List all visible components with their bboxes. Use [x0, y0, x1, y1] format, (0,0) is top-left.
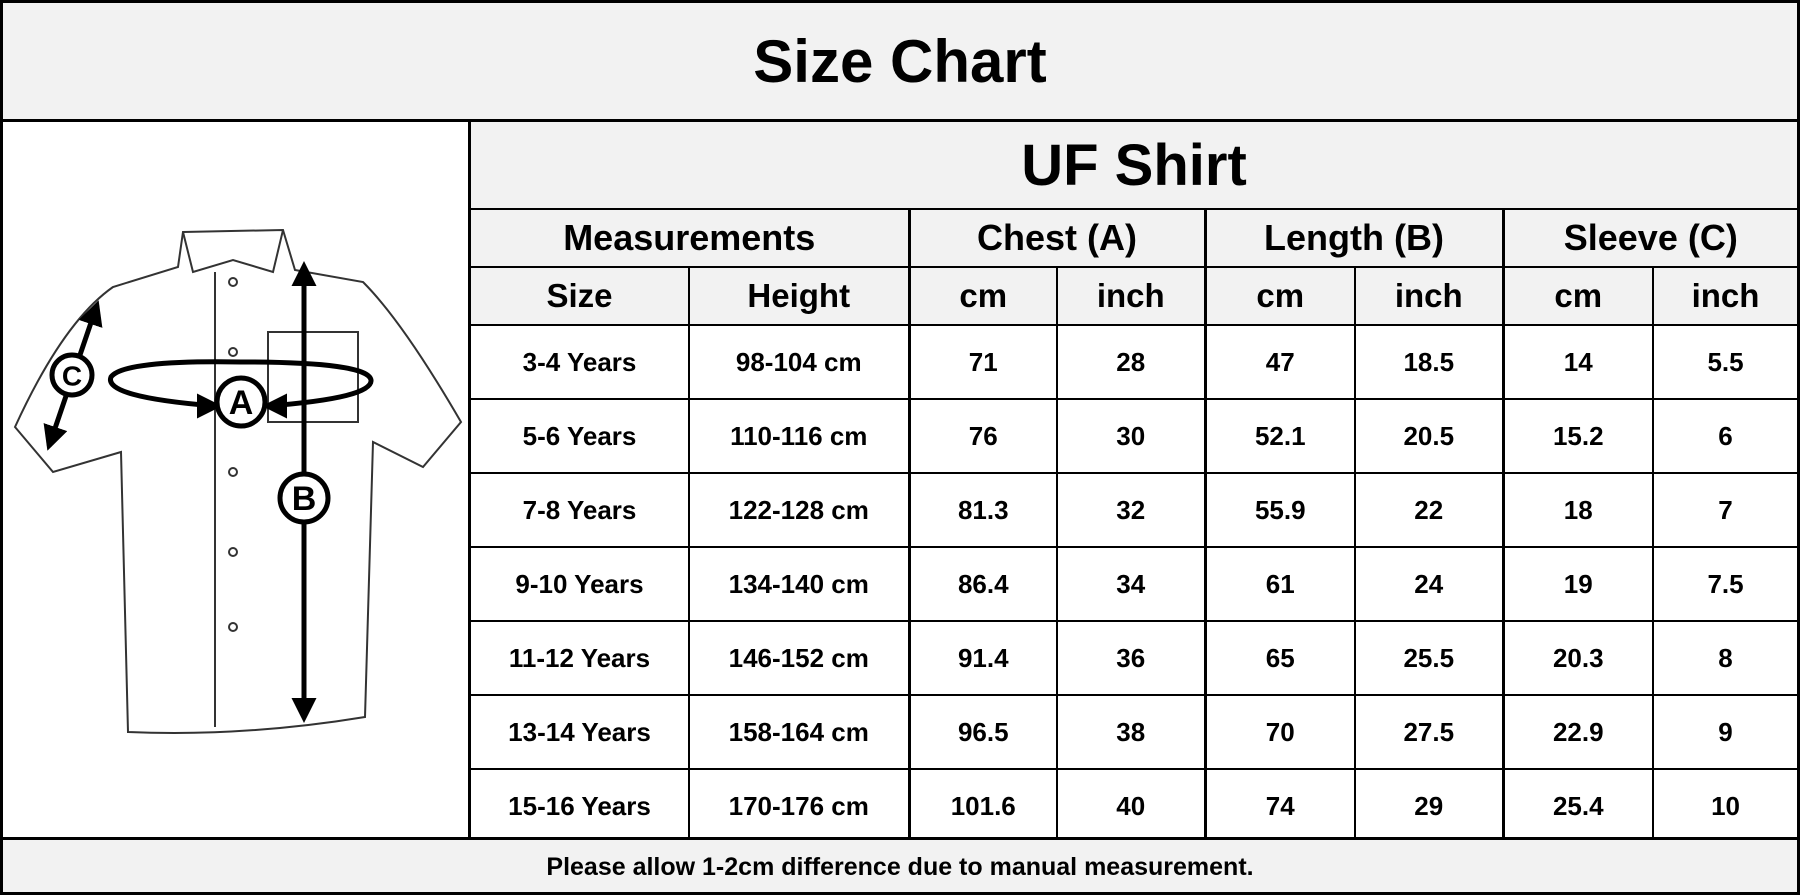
data-row: 7-8 Years 122-128 cm 81.3 32 55.9 22 18 7	[471, 472, 1797, 548]
data-cell: 18	[1501, 472, 1654, 548]
group-header: Sleeve (C)	[1501, 208, 1797, 268]
data-cell: 47	[1203, 324, 1356, 400]
data-cell: 5.5	[1651, 324, 1797, 400]
column-header: Size	[471, 266, 690, 326]
group-header: Chest (A)	[907, 208, 1206, 268]
column-header: cm	[1203, 266, 1356, 326]
data-row: 11-12 Years 146-152 cm 91.4 36 65 25.5 20.3 8	[471, 620, 1797, 696]
data-cell: 25.4	[1501, 768, 1654, 842]
data-row: 13-14 Years 158-164 cm 96.5 38 70 27.5 22.9 9	[471, 694, 1797, 770]
column-header-row: Size Height cm inch cm inch cm inch	[471, 266, 1797, 326]
data-cell: 110-116 cm	[688, 398, 910, 474]
data-cell: 9-10 Years	[471, 546, 690, 622]
data-cell: 19	[1501, 546, 1654, 622]
data-cell: 15-16 Years	[471, 768, 690, 842]
data-cell: 28	[1056, 324, 1206, 400]
data-row: 5-6 Years 110-116 cm 76 30 52.1 20.5 15.2 6	[471, 398, 1797, 474]
data-cell: 24	[1354, 546, 1504, 622]
data-cell: 40	[1056, 768, 1206, 842]
table-title-row: UF Shirt	[471, 122, 1797, 210]
data-cell: 8	[1651, 620, 1797, 696]
data-cell: 86.4	[907, 546, 1058, 622]
data-cell: 13-14 Years	[471, 694, 690, 770]
data-cell: 122-128 cm	[688, 472, 910, 548]
column-header: inch	[1354, 266, 1504, 326]
data-cell: 38	[1056, 694, 1206, 770]
label-badges	[49, 352, 331, 525]
data-cell: 5-6 Years	[471, 398, 690, 474]
label-b: B	[292, 480, 317, 518]
data-cell: 22	[1354, 472, 1504, 548]
data-cell: 91.4	[907, 620, 1058, 696]
data-cell: 20.5	[1354, 398, 1504, 474]
data-cell: 81.3	[907, 472, 1058, 548]
data-row: 15-16 Years 170-176 cm 101.6 40 74 29 25.4 10	[471, 768, 1797, 842]
data-cell: 25.5	[1354, 620, 1504, 696]
data-cell: 61	[1203, 546, 1356, 622]
shirt-diagram: A B C	[13, 228, 463, 734]
column-header: inch	[1056, 266, 1206, 326]
data-cell: 55.9	[1203, 472, 1356, 548]
data-cell: 96.5	[907, 694, 1058, 770]
data-cell: 20.3	[1501, 620, 1654, 696]
data-cell: 146-152 cm	[688, 620, 910, 696]
column-header: Height	[688, 266, 910, 326]
data-cell: 70	[1203, 694, 1356, 770]
data-cell: 170-176 cm	[688, 768, 910, 842]
data-cell: 71	[907, 324, 1058, 400]
data-cell: 29	[1354, 768, 1504, 842]
data-cell: 74	[1203, 768, 1356, 842]
group-header: Measurements	[471, 208, 910, 268]
data-cell: 7-8 Years	[471, 472, 690, 548]
data-cell: 76	[907, 398, 1058, 474]
data-cell: 52.1	[1203, 398, 1356, 474]
data-cell: 65	[1203, 620, 1356, 696]
data-cell: 10	[1651, 768, 1797, 842]
data-cell: 7.5	[1651, 546, 1797, 622]
table-title: UF Shirt	[471, 122, 1797, 210]
label-a: A	[229, 384, 254, 422]
data-cell: 36	[1056, 620, 1206, 696]
data-cell: 14	[1501, 324, 1654, 400]
size-table: UF Shirt Measurements Chest (A) Length (B) S…	[471, 122, 1797, 842]
column-header: cm	[907, 266, 1058, 326]
data-cell: 22.9	[1501, 694, 1654, 770]
data-row: 9-10 Years 134-140 cm 86.4 34 61 24 19 7.5	[471, 546, 1797, 622]
data-cell: 15.2	[1501, 398, 1654, 474]
shirt-outline	[13, 228, 463, 734]
label-c: C	[62, 361, 82, 392]
column-header: inch	[1651, 266, 1797, 326]
shirt-panel: A B C	[3, 122, 471, 837]
data-cell: 18.5	[1354, 324, 1504, 400]
group-header: Length (B)	[1203, 208, 1504, 268]
data-cell: 134-140 cm	[688, 546, 910, 622]
data-cell: 98-104 cm	[688, 324, 910, 400]
footer-note: Please allow 1-2cm difference due to man…	[3, 837, 1797, 892]
data-cell: 158-164 cm	[688, 694, 910, 770]
data-cell: 30	[1056, 398, 1206, 474]
data-cell: 9	[1651, 694, 1797, 770]
page-title: Size Chart	[3, 3, 1797, 122]
group-header-row: Measurements Chest (A) Length (B) Sleeve (C…	[471, 208, 1797, 268]
data-cell: 3-4 Years	[471, 324, 690, 400]
data-cell: 101.6	[907, 768, 1058, 842]
data-cell: 6	[1651, 398, 1797, 474]
data-cell: 32	[1056, 472, 1206, 548]
data-row: 3-4 Years 98-104 cm 71 28 47 18.5 14 5.5	[471, 324, 1797, 400]
data-cell: 7	[1651, 472, 1797, 548]
data-cell: 11-12 Years	[471, 620, 690, 696]
data-cell: 27.5	[1354, 694, 1504, 770]
column-header: cm	[1501, 266, 1654, 326]
data-cell: 34	[1056, 546, 1206, 622]
